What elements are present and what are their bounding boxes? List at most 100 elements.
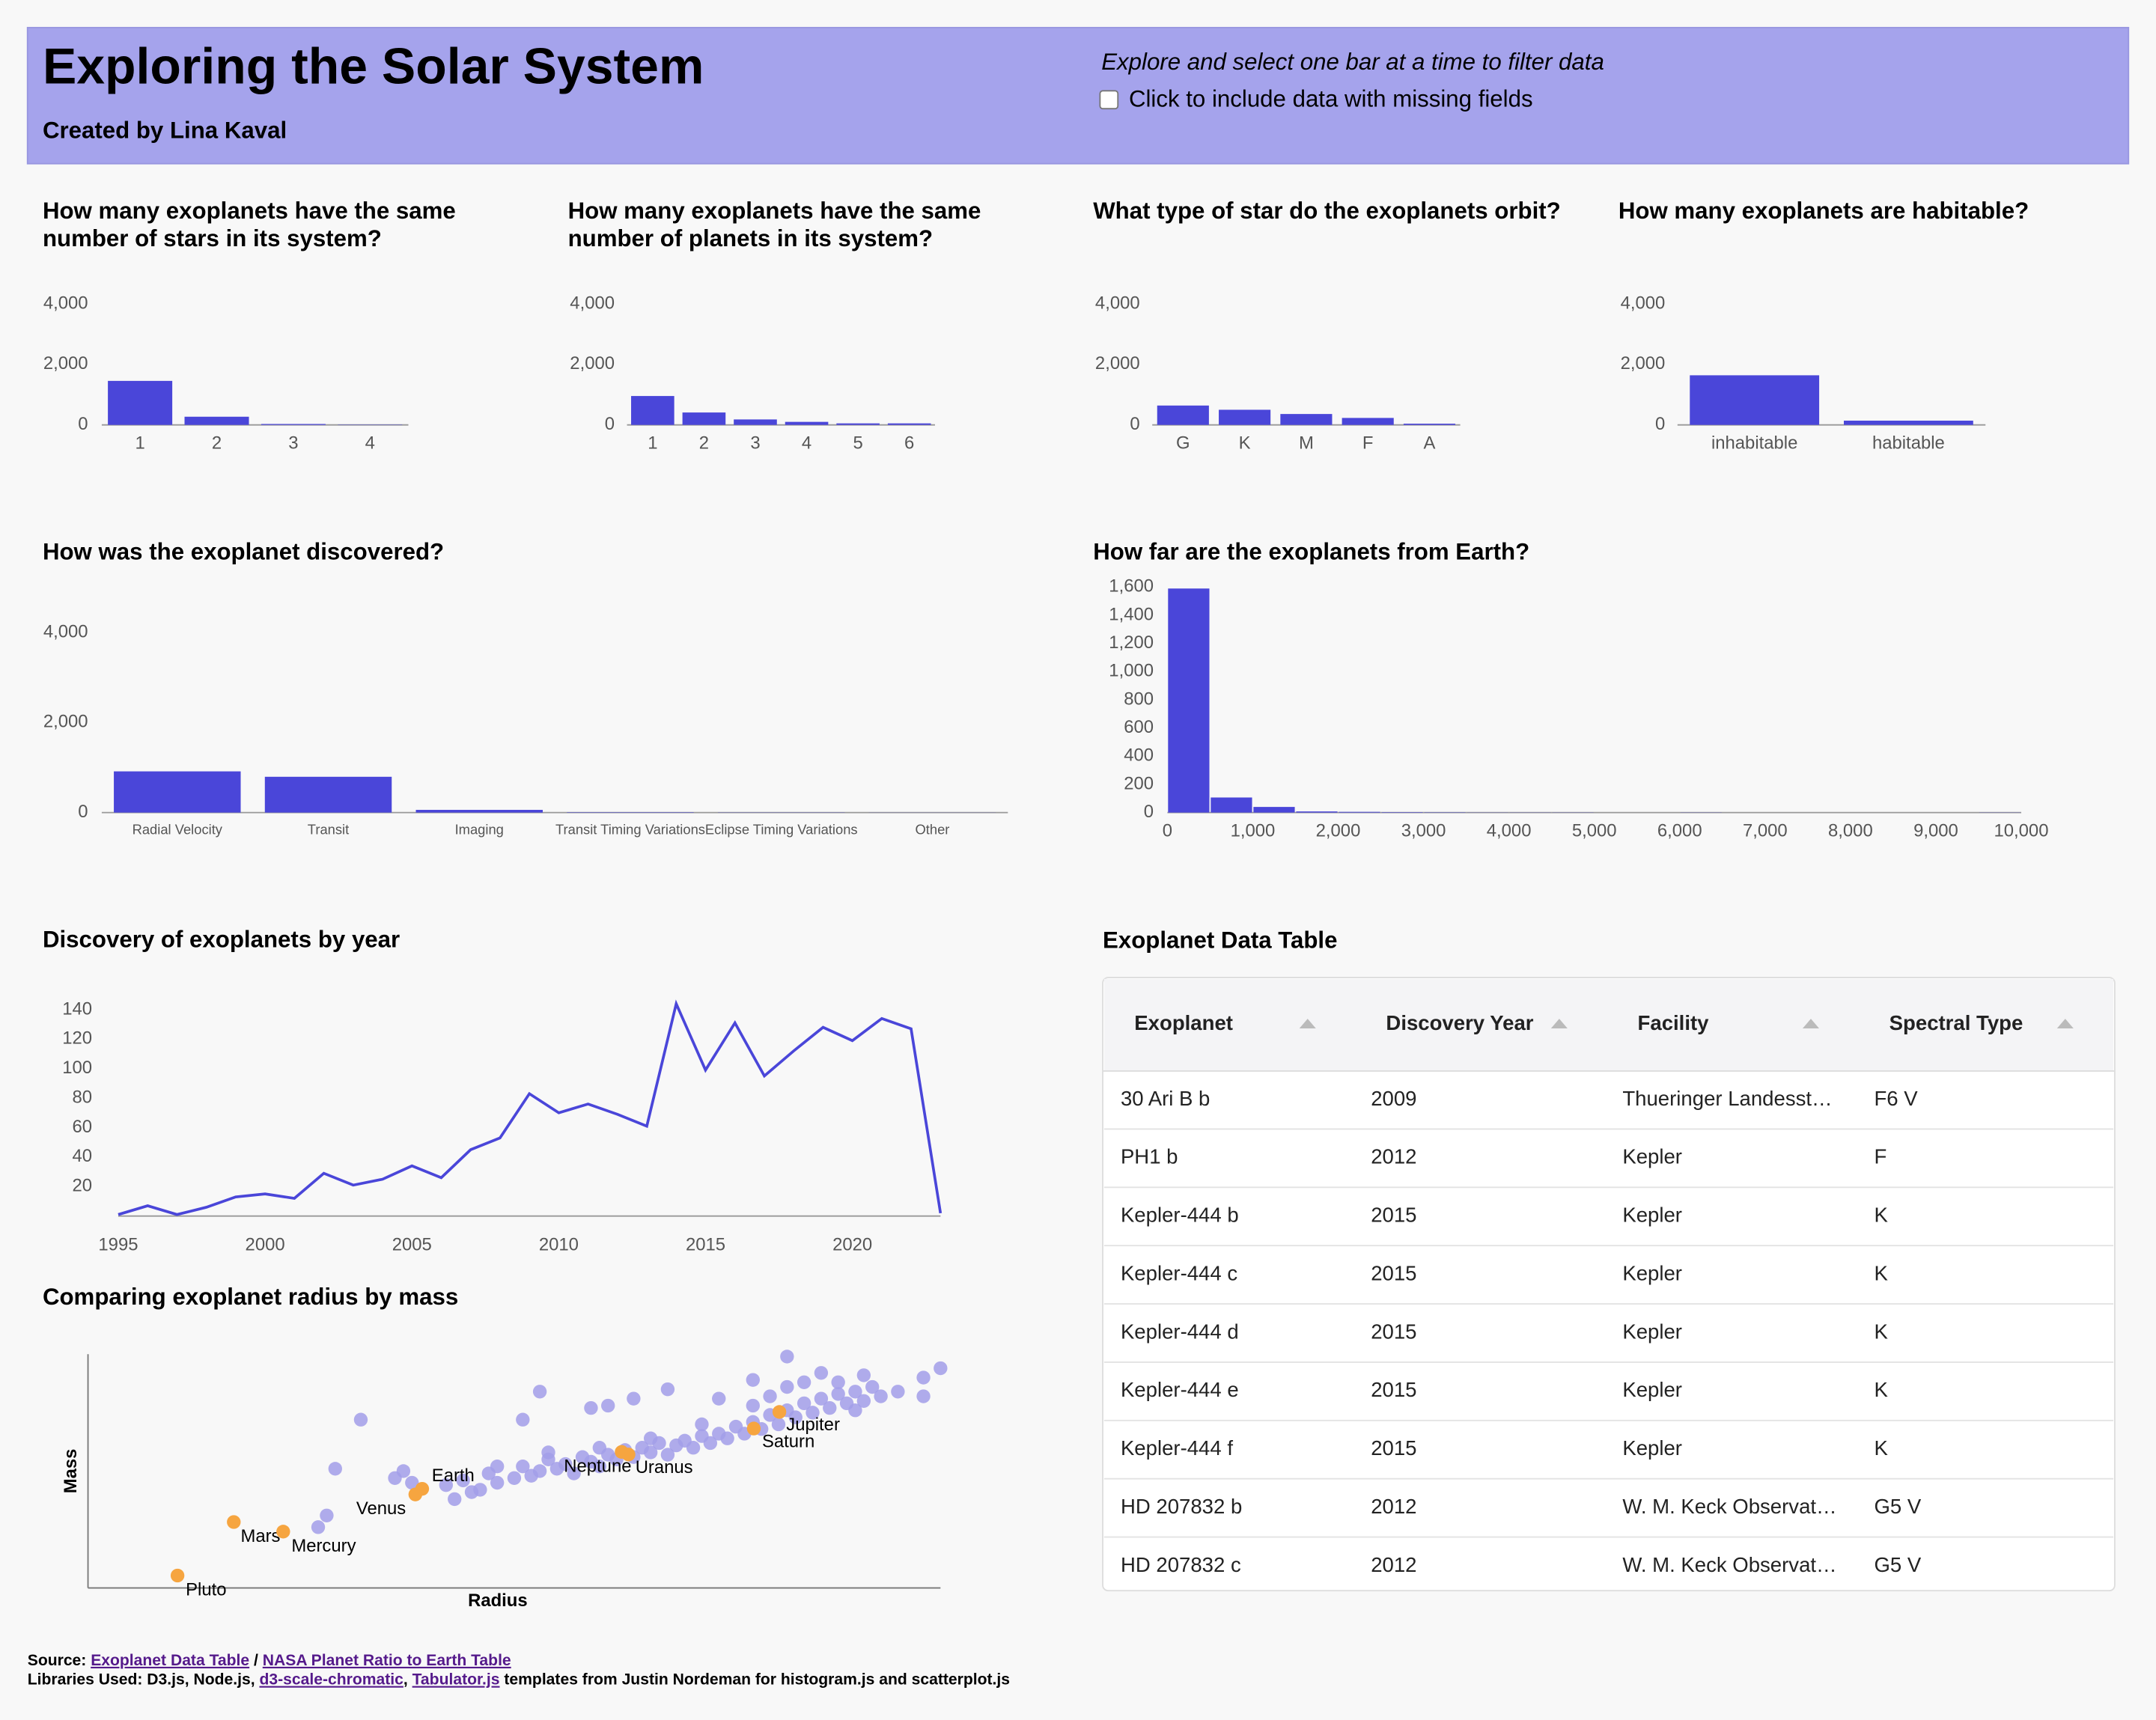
column-header[interactable]: Discovery Year — [1386, 1011, 1533, 1034]
x-tick-label: 2015 — [686, 1235, 725, 1255]
footer-link[interactable]: NASA Planet Ratio to Earth Table — [263, 1651, 511, 1668]
table-cell: Kepler — [1622, 1436, 1682, 1460]
chart-title: Discovery of exoplanets by year — [42, 927, 401, 953]
x-tick-label: 7,000 — [1743, 821, 1788, 841]
sort-arrow[interactable] — [2056, 1019, 2074, 1028]
point — [814, 1391, 829, 1406]
histogram-bar[interactable] — [1381, 812, 1423, 813]
checkbox[interactable] — [1099, 90, 1119, 110]
bar[interactable] — [1157, 405, 1209, 425]
bar[interactable] — [1843, 421, 1973, 425]
x-tick-label: 2010 — [539, 1235, 579, 1255]
bar[interactable] — [785, 421, 829, 425]
bar[interactable] — [114, 771, 241, 813]
bar[interactable] — [1403, 424, 1456, 425]
point — [797, 1375, 811, 1389]
x-tick-label: 4,000 — [1487, 821, 1532, 841]
bar[interactable] — [734, 419, 777, 425]
footer-link[interactable]: Tabulator.js — [412, 1671, 500, 1688]
histogram-bar[interactable] — [1296, 811, 1338, 813]
x-tick-label: 2005 — [392, 1235, 432, 1255]
sort-arrow[interactable] — [1802, 1019, 1819, 1028]
point — [695, 1417, 709, 1432]
footer-line: Source: Exoplanet Data Table / NASA Plan… — [28, 1651, 511, 1668]
histogram-bar[interactable] — [1339, 811, 1380, 813]
table-cell: K — [1874, 1320, 1888, 1343]
bar[interactable] — [264, 776, 392, 813]
column-header[interactable]: Spectral Type — [1889, 1011, 2023, 1034]
table-cell: Kepler — [1622, 1320, 1682, 1343]
bar[interactable] — [887, 423, 931, 425]
point — [848, 1403, 862, 1418]
point — [473, 1483, 487, 1497]
table-cell: 2012 — [1371, 1495, 1416, 1518]
table-title: Exoplanet Data Table — [1103, 927, 1337, 954]
chart-title-box: What type of star do the exoplanets orbi… — [1093, 198, 1561, 225]
table-cell: 2012 — [1371, 1145, 1416, 1168]
x-tick-label: 5 — [853, 433, 862, 454]
histogram-bar[interactable] — [1211, 797, 1252, 813]
bar[interactable] — [631, 396, 674, 425]
y-tick-label: 2,000 — [43, 712, 88, 732]
column-header[interactable]: Exoplanet — [1134, 1011, 1233, 1034]
x-tick-label: Other — [915, 821, 949, 837]
point — [814, 1366, 829, 1380]
x-tick-label: 2,000 — [1316, 821, 1361, 841]
bar[interactable] — [415, 810, 543, 813]
table-cell: HD 207832 b — [1121, 1495, 1242, 1518]
point — [806, 1406, 820, 1420]
y-tick-label: 0 — [1655, 414, 1665, 434]
bar[interactable] — [1342, 418, 1394, 425]
x-tick-label: 1995 — [98, 1235, 138, 1255]
y-tick-label: 120 — [62, 1028, 92, 1049]
point — [686, 1441, 701, 1455]
y-tick-label: 4,000 — [1621, 293, 1666, 313]
table-cell: Kepler — [1622, 1204, 1682, 1227]
chart-title-box: How far are the exoplanets from Earth? — [1093, 539, 1529, 565]
bar[interactable] — [108, 380, 173, 425]
bar[interactable] — [1690, 375, 1820, 425]
y-tick-label: 140 — [62, 998, 92, 1019]
page-title: Exploring the Solar System — [43, 38, 704, 95]
point — [934, 1361, 948, 1376]
x-tick-label: 4 — [365, 433, 375, 454]
subtitle: Created by Lina Kaval — [43, 118, 287, 144]
point — [328, 1462, 342, 1476]
sort-arrow[interactable] — [1299, 1019, 1316, 1028]
bar[interactable] — [836, 423, 880, 425]
y-tick-label: 0 — [605, 414, 615, 434]
column-header[interactable]: Facility — [1638, 1011, 1710, 1034]
bar[interactable] — [184, 416, 249, 425]
point — [916, 1389, 931, 1403]
footer-text: templates from Justin Nordeman for histo… — [500, 1671, 1010, 1688]
y-tick-label: 400 — [1124, 745, 1154, 766]
table-cell: Kepler-444 d — [1121, 1320, 1239, 1343]
point — [311, 1520, 326, 1534]
chart-title-box: Comparing exoplanet radius by mass — [43, 1284, 458, 1311]
x-tick-label: 0 — [1163, 821, 1172, 841]
chart-title-box: How was the exoplanet discovered? — [43, 539, 444, 565]
table-frame — [1102, 977, 2116, 1592]
bar[interactable] — [682, 412, 726, 425]
point — [415, 1481, 430, 1496]
y-axis-label: Mass — [61, 1449, 81, 1494]
table-cell: K — [1874, 1204, 1888, 1227]
histogram-bar[interactable] — [1168, 588, 1210, 813]
point — [405, 1475, 419, 1490]
footer-link[interactable]: Exoplanet Data Table — [91, 1651, 249, 1668]
point — [627, 1391, 641, 1406]
bar[interactable] — [1219, 409, 1271, 425]
point — [448, 1492, 462, 1507]
x-axis-label: Radius — [468, 1591, 528, 1611]
checkbox-label[interactable]: Click to include data with missing field… — [1129, 85, 1533, 112]
bar[interactable] — [1280, 414, 1333, 425]
y-tick-label: 0 — [78, 802, 88, 822]
y-tick-label: 1,600 — [1109, 576, 1154, 597]
y-tick-label: 20 — [73, 1176, 93, 1196]
histogram-bar[interactable] — [1253, 807, 1295, 813]
sort-arrow[interactable] — [1550, 1019, 1568, 1028]
y-tick-label: 100 — [62, 1058, 92, 1078]
footer-link[interactable]: d3-scale-chromatic — [259, 1671, 404, 1688]
x-tick-label: habitable — [1872, 433, 1945, 454]
table-cell: G5 V — [1874, 1553, 1921, 1576]
